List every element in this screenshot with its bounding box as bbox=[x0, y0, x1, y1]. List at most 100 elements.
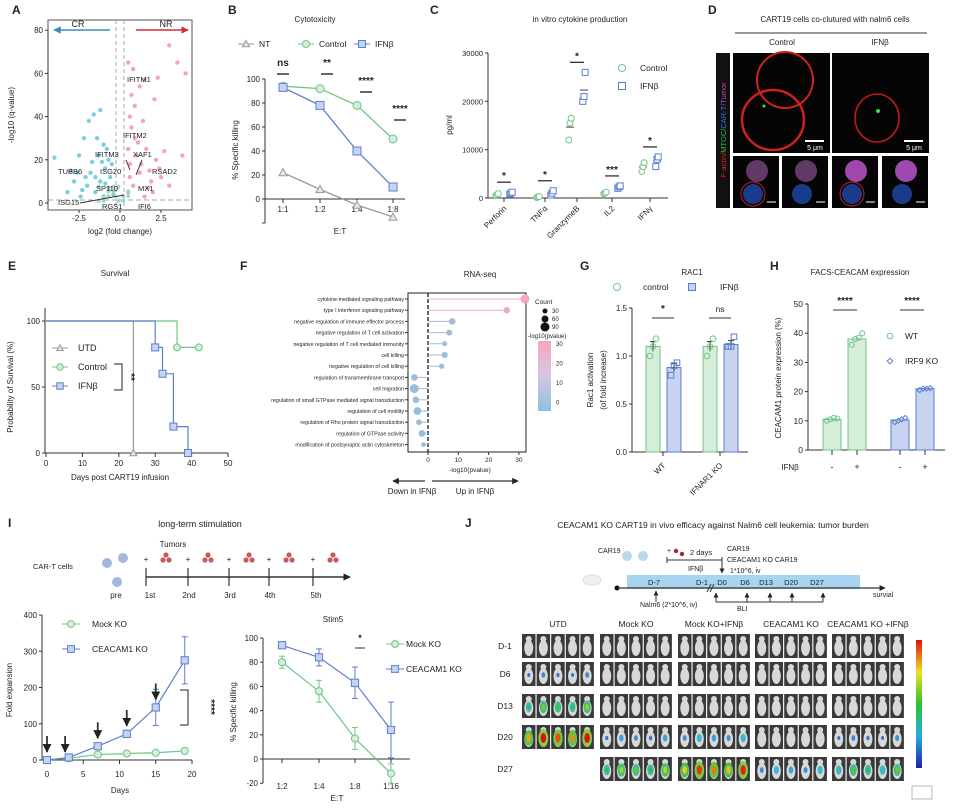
mouse-silhouette bbox=[632, 696, 639, 702]
car-t-nucleus bbox=[842, 184, 862, 204]
survival-x-tick-label: 20 bbox=[114, 459, 123, 468]
lollipop-dot bbox=[418, 430, 426, 437]
tumor-cell-icon bbox=[205, 552, 211, 558]
mouse-silhouette bbox=[738, 700, 748, 716]
mouse-silhouette bbox=[863, 700, 873, 716]
ifn-treatment-label: IFNβ bbox=[688, 566, 703, 573]
mouse-silhouette bbox=[834, 640, 844, 656]
mouse-silhouette bbox=[631, 700, 641, 716]
mouse-silhouette bbox=[647, 664, 654, 670]
ifn-icon bbox=[679, 551, 685, 557]
bli-signal bbox=[866, 735, 870, 741]
ifn-status-label: + bbox=[854, 462, 859, 472]
car-t-cell-outline bbox=[854, 93, 900, 143]
significance-label: **** bbox=[358, 76, 374, 87]
data-point bbox=[834, 415, 841, 422]
data-point-Control bbox=[352, 100, 362, 110]
mouse-silhouette bbox=[710, 664, 717, 670]
volcano-point-CR bbox=[98, 179, 103, 184]
car-t-nucleus bbox=[743, 184, 763, 204]
gene-leader-line bbox=[125, 159, 131, 171]
go-term-label: negative regulation of T cell mediated i… bbox=[293, 342, 404, 348]
go-term-label: regulation of transmembrane transport bbox=[314, 375, 405, 381]
volcano-point bbox=[126, 189, 131, 194]
tumor-cell-icon bbox=[202, 557, 208, 563]
mouse-silhouette bbox=[850, 636, 857, 642]
data-point-IFNβ bbox=[278, 82, 288, 92]
legend-label-control: control bbox=[643, 282, 669, 292]
tumor-cell-icon bbox=[333, 557, 339, 563]
fold-y-tick-label: 200 bbox=[24, 684, 38, 693]
volcano-point-NR bbox=[175, 60, 180, 65]
mouse-silhouette bbox=[554, 696, 561, 702]
significance-label: ** bbox=[125, 373, 136, 381]
lollipop-dot bbox=[520, 294, 530, 304]
mouse-silhouette bbox=[758, 759, 765, 765]
mouse-silhouette bbox=[850, 696, 857, 702]
panel-label-E: E bbox=[8, 259, 16, 273]
mouse-silhouette bbox=[848, 668, 858, 684]
car-t-cell-icon bbox=[638, 551, 648, 561]
series-line-IFNβ bbox=[282, 86, 394, 188]
survival-mark-Control bbox=[173, 343, 182, 352]
volcano-point-CR bbox=[99, 159, 105, 165]
rac1-y-label: (of fold increase) bbox=[599, 350, 608, 410]
cytotox-x-tick-label: 1:1 bbox=[277, 205, 289, 214]
mouse-silhouette bbox=[724, 640, 734, 656]
mouse-silhouette bbox=[647, 636, 654, 642]
cytokine-y-tick-label: 20000 bbox=[462, 97, 483, 106]
mouse-silhouette bbox=[878, 700, 888, 716]
survival-title: Survival bbox=[101, 269, 130, 278]
panel-label-J: J bbox=[465, 516, 472, 530]
cytokine-x-label: IFNγ bbox=[636, 204, 654, 222]
go-term-label: cell migration bbox=[373, 387, 404, 393]
cytotox-y-tick-label: 0 bbox=[256, 195, 261, 204]
mouse-silhouette bbox=[786, 640, 796, 656]
significance-label: * bbox=[575, 51, 579, 62]
lollipop-dot bbox=[416, 419, 422, 426]
mouse-silhouette bbox=[662, 636, 669, 642]
rac1-x-label: WT bbox=[652, 461, 667, 476]
volcano-point-CR bbox=[93, 190, 98, 195]
car-t-cell-icon bbox=[118, 553, 128, 563]
volcano-point-CR bbox=[81, 136, 87, 141]
mouse-silhouette bbox=[864, 759, 871, 765]
survival-mark-IFNβ bbox=[158, 369, 167, 378]
mouse-silhouette bbox=[863, 640, 873, 656]
panel-label-I: I bbox=[8, 516, 11, 530]
series-line-Mock KO bbox=[281, 661, 392, 774]
mouse-silhouette bbox=[773, 664, 780, 670]
panel-label-C: C bbox=[430, 3, 439, 17]
mouse-silhouette bbox=[724, 700, 734, 716]
data-point bbox=[673, 359, 681, 367]
mouse-silhouette bbox=[787, 759, 794, 765]
stimulation-title: long-term stimulation bbox=[158, 519, 242, 529]
rac1-y-label: Rac1 activation bbox=[586, 353, 595, 408]
rac1-y-tick-label: 0.5 bbox=[616, 400, 628, 409]
cytokine-y-tick-label: 30000 bbox=[462, 49, 483, 58]
data-point bbox=[730, 333, 738, 341]
volcano-point-CR bbox=[52, 155, 57, 160]
bar-IRF9 KO-ifn+ bbox=[915, 388, 935, 451]
stim5-x-tick-label: 1:16 bbox=[383, 782, 399, 791]
volcano-point-NR bbox=[145, 185, 151, 191]
mouse-silhouette bbox=[787, 636, 794, 642]
mouse-silhouette bbox=[738, 640, 748, 656]
volcano-point-NR bbox=[157, 166, 162, 171]
bli-signal bbox=[879, 765, 886, 775]
bli-signal bbox=[726, 734, 731, 742]
volcano-point-CR bbox=[106, 157, 111, 162]
tumor-cell-icon bbox=[283, 557, 289, 563]
down-in-ifn-label: Down in IFNβ bbox=[388, 487, 437, 496]
bar-WT-control bbox=[645, 345, 661, 453]
column-label-ifn: IFNβ bbox=[871, 38, 889, 47]
go-term-label: regulation of cell motility bbox=[347, 409, 404, 415]
bli-signal bbox=[788, 766, 794, 774]
volcano-point-NR bbox=[162, 148, 167, 154]
stage-label: 2nd bbox=[182, 591, 195, 600]
significance-label: *** bbox=[606, 165, 618, 176]
bar-IRF9 KO-ifn- bbox=[890, 419, 910, 451]
fold-x-tick-label: 10 bbox=[115, 770, 124, 779]
volcano-y-tick-label: 60 bbox=[34, 69, 43, 78]
data-point bbox=[727, 343, 735, 350]
